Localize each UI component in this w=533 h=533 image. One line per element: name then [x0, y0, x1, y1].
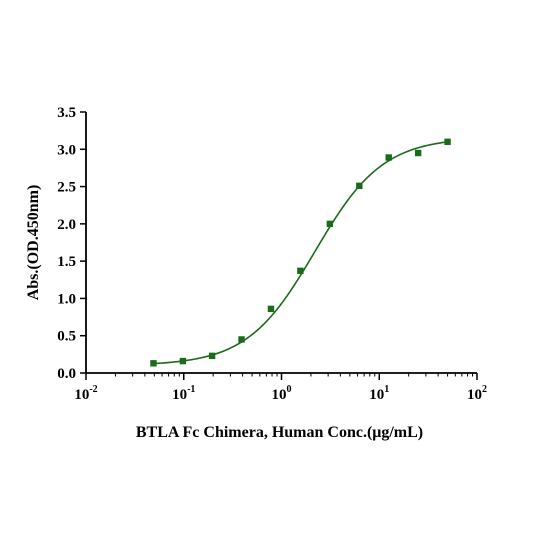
fit-curve — [153, 141, 448, 365]
data-point — [356, 182, 363, 190]
y-tick-label: 2.0 — [57, 217, 76, 233]
data-point — [326, 220, 334, 228]
y-tick-label: 3.0 — [57, 142, 76, 158]
x-tick-label: 100 — [272, 384, 292, 403]
y-tick-label: 0.0 — [57, 366, 76, 382]
x-axis-title: BTLA Fc Chimera, Human Conc.(μg/mL) — [136, 424, 423, 441]
y-axis-ticks: 0.0 0.5 1.0 1.5 2.0 2.5 3.0 3.5 — [57, 105, 86, 382]
data-point — [267, 305, 275, 313]
y-tick-label: 0.5 — [57, 329, 76, 345]
y-axis-title: Abs.(OD.450nm) — [25, 185, 42, 301]
x-tick-label: 102 — [467, 384, 487, 403]
y-tick-label: 1.5 — [57, 254, 76, 270]
x-tick-label: 10-2 — [74, 384, 97, 403]
x-tick-label: 101 — [369, 384, 389, 403]
data-point — [238, 336, 245, 343]
x-tick-label: 10-1 — [172, 384, 195, 403]
data-point — [208, 352, 216, 360]
data-point — [444, 138, 451, 146]
x-axis-ticks: 10-2 10-1 100 101 102 — [74, 373, 487, 403]
data-point — [179, 357, 187, 365]
data-point — [150, 360, 157, 367]
y-tick-label: 3.5 — [57, 105, 76, 121]
y-tick-label: 2.5 — [57, 180, 76, 196]
y-tick-label: 1.0 — [57, 291, 76, 307]
data-point — [297, 267, 304, 275]
data-points — [150, 138, 451, 367]
data-point — [414, 149, 422, 157]
data-point — [385, 154, 392, 161]
